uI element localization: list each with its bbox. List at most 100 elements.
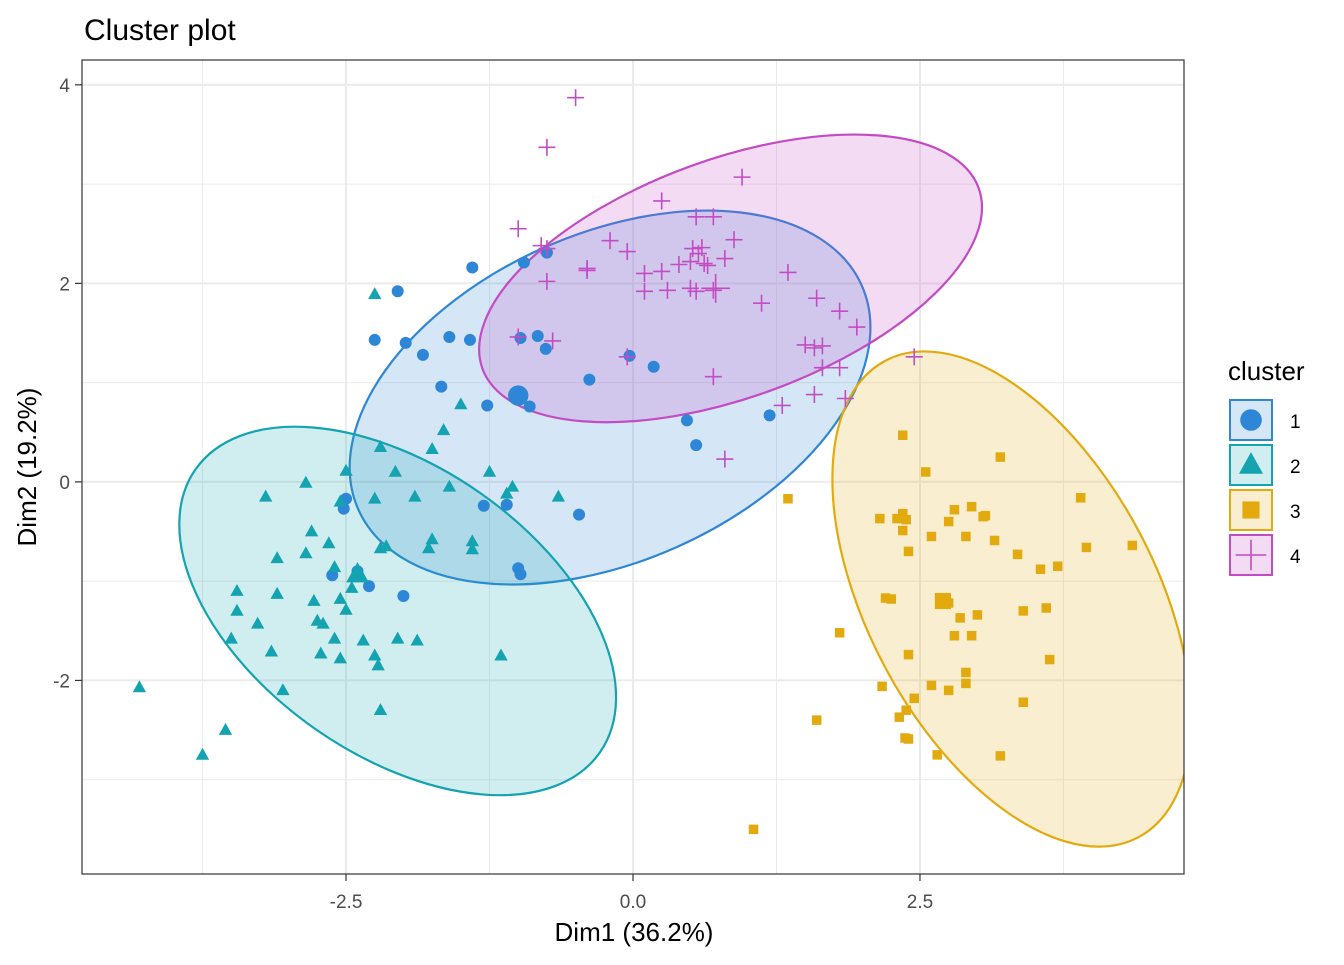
data-point xyxy=(886,594,897,604)
data-point xyxy=(773,396,791,414)
data-point xyxy=(333,651,347,664)
data-point xyxy=(408,489,422,502)
data-point xyxy=(250,616,265,629)
data-point xyxy=(961,667,971,678)
data-point xyxy=(920,467,931,477)
data-point xyxy=(544,332,562,350)
data-point xyxy=(1075,493,1086,503)
data-point xyxy=(901,514,911,525)
data-point xyxy=(966,631,977,641)
data-point xyxy=(442,479,457,492)
data-point xyxy=(690,439,703,452)
data-point xyxy=(733,168,751,186)
data-point xyxy=(779,263,797,281)
cluster-ellipse-group xyxy=(178,425,618,797)
data-point xyxy=(618,348,636,366)
data-point xyxy=(763,409,776,422)
data-point xyxy=(875,513,885,524)
data-point xyxy=(538,138,556,156)
data-point xyxy=(314,646,328,659)
legend-label: 1 xyxy=(1290,412,1301,433)
data-point xyxy=(831,302,849,320)
data-point xyxy=(368,287,382,300)
legend-label: 2 xyxy=(1290,457,1301,478)
data-point xyxy=(482,464,497,477)
data-point xyxy=(949,504,960,515)
chart-title: Cluster plot xyxy=(84,14,236,47)
data-point xyxy=(500,486,514,499)
data-point xyxy=(681,253,699,271)
data-point xyxy=(658,281,676,299)
data-point xyxy=(805,339,823,357)
data-point xyxy=(578,259,596,277)
data-point xyxy=(517,256,530,269)
axes: -2.5 0.0 2.5 -2 0 2 4 xyxy=(53,76,933,913)
data-point xyxy=(635,282,653,300)
data-point xyxy=(808,289,826,307)
data-point xyxy=(1012,549,1023,560)
data-point xyxy=(391,631,405,644)
data-point xyxy=(500,498,513,511)
data-point xyxy=(132,680,147,693)
data-point xyxy=(848,318,866,336)
data-point xyxy=(704,208,722,226)
data-point xyxy=(699,256,717,274)
data-point xyxy=(425,442,439,454)
x-tick-label: -2.5 xyxy=(330,892,363,913)
data-point xyxy=(695,255,713,272)
data-point xyxy=(304,524,319,537)
legend-symbol xyxy=(1238,452,1264,474)
y-tick-label: 4 xyxy=(59,76,70,97)
data-point xyxy=(218,722,233,735)
cluster-ellipse xyxy=(478,133,984,424)
data-point xyxy=(943,516,954,527)
data-point xyxy=(623,349,636,362)
legend-symbol xyxy=(1235,539,1267,571)
data-point xyxy=(687,208,705,226)
data-point xyxy=(813,337,831,355)
data-point xyxy=(834,628,845,638)
data-point xyxy=(333,494,347,507)
data-point xyxy=(454,397,468,410)
data-point xyxy=(270,551,284,564)
y-axis-label: Dim2 (19.2%) xyxy=(12,388,42,547)
data-point xyxy=(1035,564,1046,574)
legend-label: 4 xyxy=(1290,547,1301,568)
data-point xyxy=(299,475,313,488)
data-point xyxy=(1018,697,1029,708)
data-point xyxy=(258,489,273,502)
data-point xyxy=(753,294,771,312)
data-point xyxy=(356,633,370,646)
data-point xyxy=(466,261,479,274)
data-point xyxy=(310,613,324,626)
data-point xyxy=(783,494,793,504)
data-point xyxy=(836,390,854,408)
data-point xyxy=(901,705,911,715)
legend-key xyxy=(1229,444,1273,486)
data-point xyxy=(373,703,388,716)
data-point xyxy=(509,328,527,346)
data-point xyxy=(368,491,382,504)
data-point xyxy=(653,192,671,210)
data-point xyxy=(805,386,823,404)
data-point xyxy=(362,580,375,593)
data-point xyxy=(327,560,342,573)
data-point xyxy=(322,536,336,549)
data-point xyxy=(949,631,960,641)
data-point xyxy=(972,610,983,620)
data-point xyxy=(523,400,536,413)
data-point xyxy=(425,532,439,545)
data-point xyxy=(813,359,831,377)
data-point xyxy=(505,479,520,492)
data-point xyxy=(436,423,451,436)
data-point xyxy=(989,535,1000,546)
data-point xyxy=(601,232,619,250)
legend-symbol xyxy=(1240,409,1262,431)
data-point xyxy=(299,546,313,559)
data-point xyxy=(264,644,279,657)
data-point xyxy=(416,348,429,361)
data-point xyxy=(995,452,1006,462)
data-point xyxy=(465,542,479,555)
data-point xyxy=(716,450,734,468)
data-point xyxy=(443,330,456,343)
